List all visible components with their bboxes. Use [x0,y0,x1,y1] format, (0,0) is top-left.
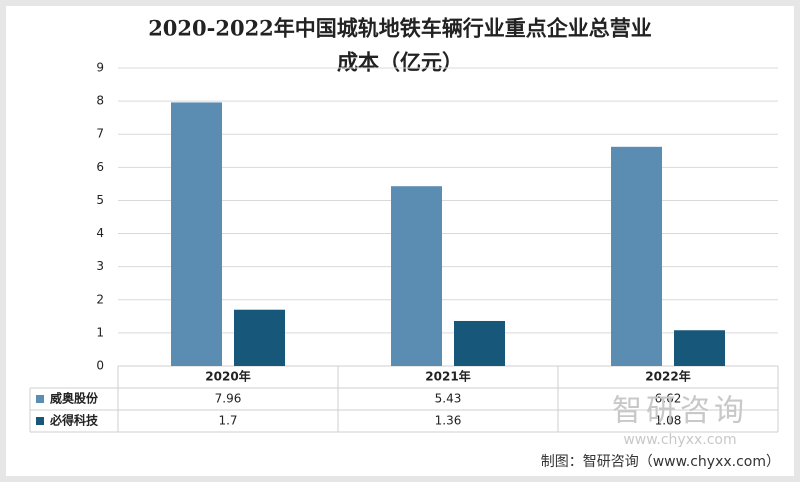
y-tick-label: 3 [96,259,104,273]
table-value: 1.7 [218,414,237,428]
bar [611,146,662,366]
table-value: 7.96 [215,392,242,406]
source: 制图：智研咨询（www.chyxx.com） [541,454,780,470]
table-value: 1.36 [435,414,462,428]
y-tick-label: 4 [96,226,104,240]
table-value: 6.62 [655,392,682,406]
table-value: 5.43 [435,392,462,406]
x-tick-label: 2021年 [425,369,470,384]
legend-swatch [36,417,44,425]
bar [171,102,222,367]
bar [234,309,285,366]
y-tick-label: 6 [96,160,104,174]
bar [674,330,725,366]
x-tick-label: 2022年 [645,369,690,384]
y-tick-label: 0 [96,359,104,373]
y-tick-label: 2 [96,292,104,306]
y-tick-label: 8 [96,94,104,108]
watermark: 智研咨询 [612,394,748,429]
legend-label: 威奥股份 [50,391,99,406]
watermark-url: www.chyxx.com [623,432,736,448]
x-tick-label: 2020年 [205,369,250,384]
table-value: 1.08 [655,414,682,428]
y-tick-label: 9 [96,61,104,75]
y-tick-label: 1 [96,325,104,339]
bar [454,320,505,366]
y-tick-label: 7 [96,127,104,141]
legend-label: 必得科技 [49,413,99,428]
bar [391,186,442,366]
chart-title: 2020-2022年中国城轨地铁车辆行业重点企业总营业 [148,16,652,41]
chart-title: 成本（亿元） [337,50,463,75]
legend-swatch [36,395,44,403]
y-tick-label: 5 [96,193,104,207]
